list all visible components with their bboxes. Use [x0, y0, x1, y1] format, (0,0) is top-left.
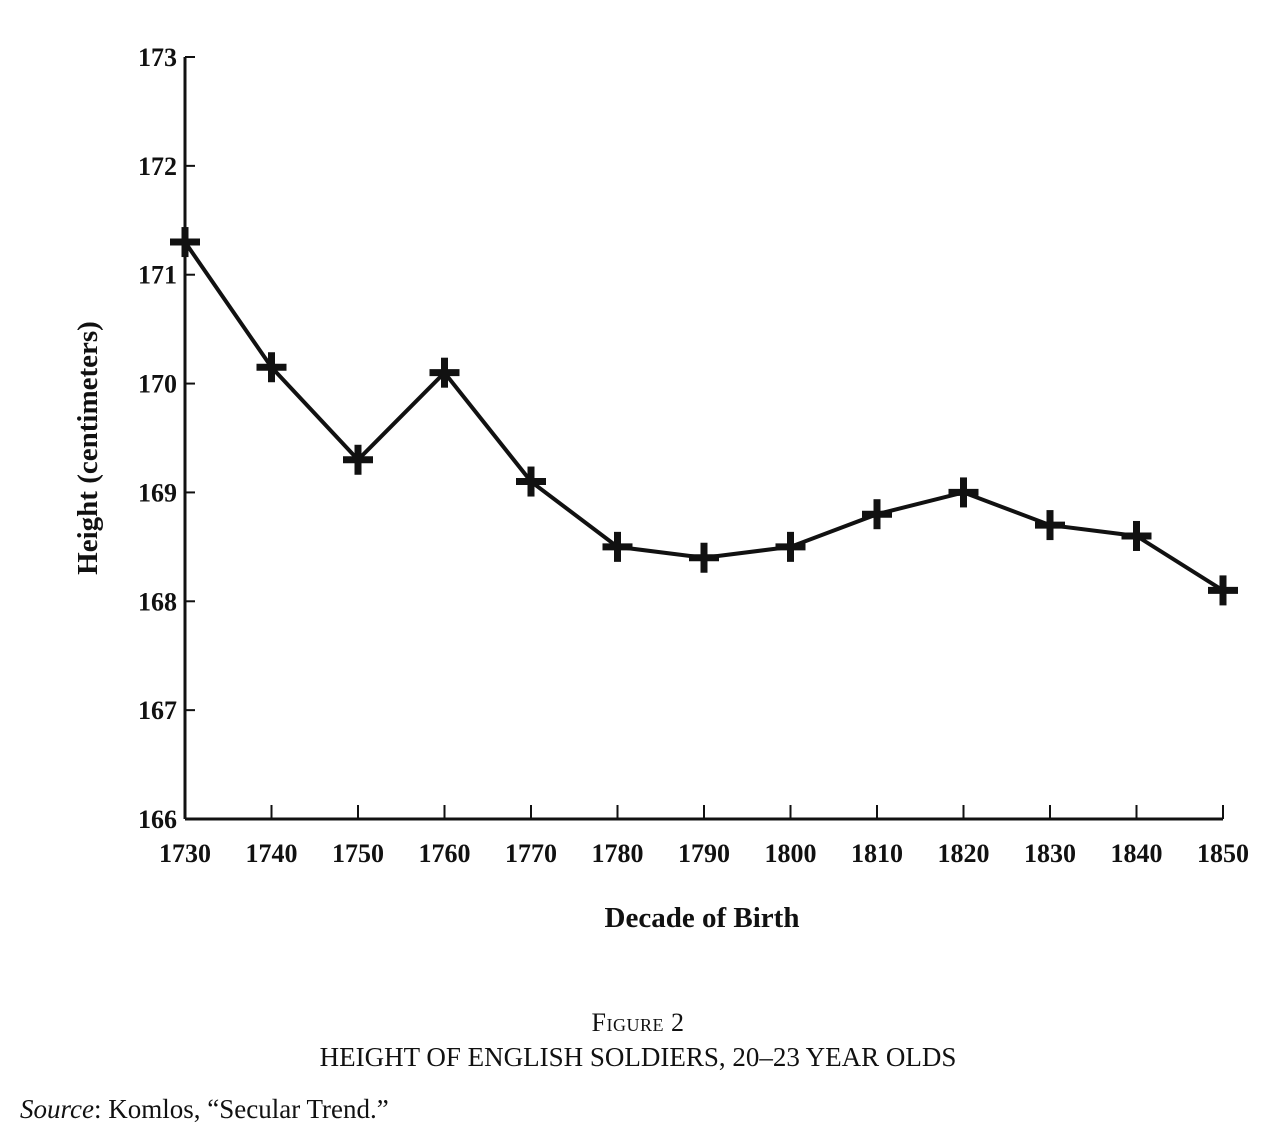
data-point-marker	[429, 357, 460, 388]
source-note: Source: Komlos, “Secular Trend.”	[20, 1094, 389, 1125]
y-tick-label: 166	[138, 805, 177, 834]
data-point-marker	[775, 531, 806, 562]
x-tick-label: 1780	[592, 839, 644, 868]
x-tick-label: 1730	[159, 839, 211, 868]
x-tick-label: 1800	[765, 839, 817, 868]
source-text: : Komlos, “Secular Trend.”	[93, 1094, 389, 1124]
tick-labels: 166 167 168 169 170 171 172 173 1730 1740 1750 1760…	[138, 43, 1249, 868]
y-axis-title: Height (centimeters)	[72, 321, 104, 575]
data-point-marker	[602, 531, 633, 562]
data-point-marker	[948, 477, 979, 508]
data-markers	[170, 227, 1238, 606]
figure-number: Figure 2	[591, 1008, 685, 1037]
y-tick-label: 168	[138, 587, 177, 616]
data-point-marker	[516, 466, 546, 497]
data-point-marker	[1035, 510, 1065, 541]
x-axis-title: Decade of Birth	[605, 902, 800, 934]
x-tick-label: 1810	[851, 839, 903, 868]
data-point-marker	[170, 227, 200, 258]
y-tick-label: 170	[138, 370, 177, 399]
series	[183, 240, 1225, 593]
data-point-marker	[689, 542, 719, 573]
x-tick-label: 1830	[1024, 839, 1076, 868]
x-tick-label: 1820	[938, 839, 990, 868]
data-point-marker	[1121, 520, 1152, 551]
data-point-marker	[862, 499, 892, 530]
x-tick-label: 1740	[246, 839, 298, 868]
y-tick-label: 173	[138, 43, 177, 72]
x-tick-label: 1790	[678, 839, 730, 868]
x-tick-label: 1760	[419, 839, 471, 868]
x-tick-label: 1840	[1111, 839, 1163, 868]
y-tick-label: 169	[138, 478, 177, 507]
axes	[183, 57, 1223, 821]
y-tick-label: 171	[138, 261, 177, 290]
data-point-marker	[1208, 575, 1238, 606]
series-line	[183, 240, 1225, 593]
y-tick-label: 167	[138, 696, 177, 725]
x-tick-label: 1850	[1197, 839, 1249, 868]
y-tick-label: 172	[138, 152, 177, 181]
tick-marks	[184, 56, 1224, 820]
x-tick-label: 1770	[505, 839, 557, 868]
data-point-marker	[256, 352, 287, 383]
line-chart: 166 167 168 169 170 171 172 173 1730 1740 1750 1760…	[72, 43, 1249, 934]
x-tick-label: 1750	[332, 839, 384, 868]
data-point-marker	[343, 444, 373, 475]
source-label: Source	[20, 1094, 94, 1124]
figure-title: HEIGHT OF ENGLISH SOLDIERS, 20–23 YEAR O…	[319, 1042, 957, 1072]
